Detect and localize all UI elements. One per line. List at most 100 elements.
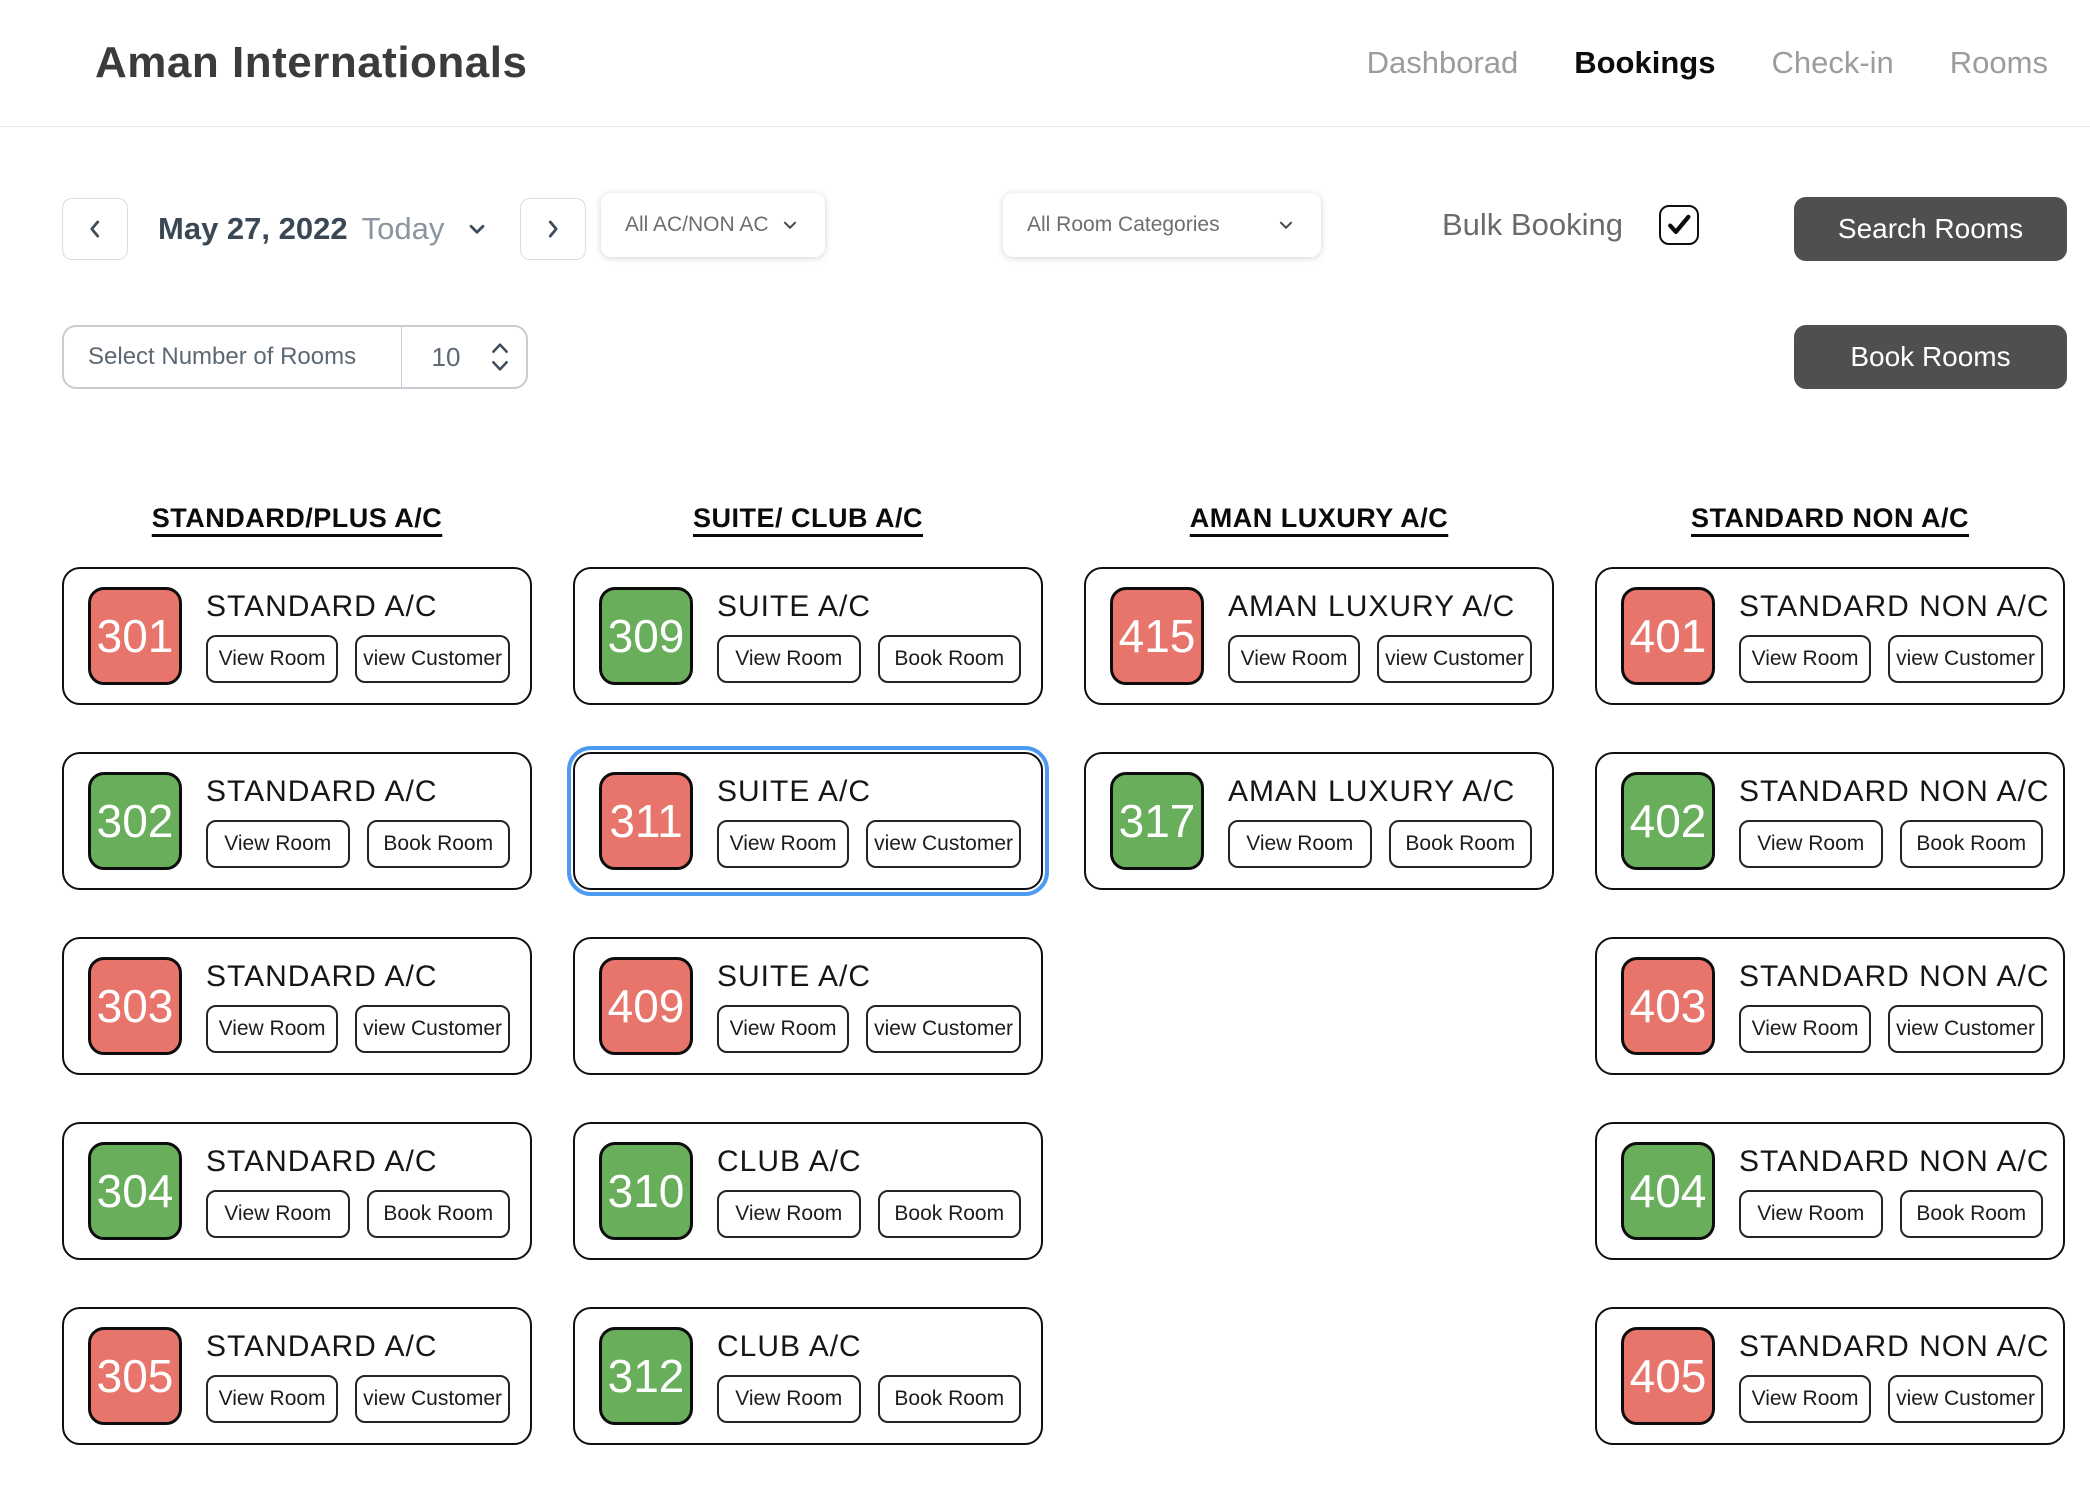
category-column: STANDARD/PLUS A/C 301 STANDARD A/C View Roo… (62, 457, 532, 1492)
room-card-actions: View Room view Customer (1739, 634, 2043, 683)
app-header: Aman Internationals Dashborad Bookings C… (0, 0, 2090, 127)
room-type-label: STANDARD NON A/C (1739, 774, 2050, 808)
book-room-button[interactable]: Book Room (877, 1189, 1021, 1238)
room-type-label: SUITE A/C (717, 774, 872, 808)
view-room-button[interactable]: View Room (717, 819, 850, 868)
view-room-button[interactable]: View Room (206, 1004, 339, 1053)
room-type-label: AMAN LUXURY A/C (1228, 589, 1516, 623)
room-card-311: 311 SUITE A/C View Room view Customer (567, 746, 1049, 896)
room-category-dropdown[interactable]: All Room Categories (1003, 193, 1321, 257)
view-room-button[interactable]: View Room (1228, 634, 1361, 683)
category-column: AMAN LUXURY A/C 415 AMAN LUXURY A/C View Ro… (1084, 457, 1554, 1492)
search-rooms-button[interactable]: Search Rooms (1794, 197, 2067, 261)
chevron-right-icon (540, 216, 566, 242)
room-card-body: STANDARD NON A/C View Room view Customer (1739, 590, 2048, 683)
nav-dashboard[interactable]: Dashborad (1366, 45, 1519, 80)
view-room-button[interactable]: View Room (206, 1189, 350, 1238)
room-card-303: 303 STANDARD A/C View Room view Customer (62, 937, 532, 1075)
rooms-count-input[interactable]: Select Number of Rooms 10 (62, 325, 528, 389)
room-card-actions: View Room Book Room (1739, 1189, 2043, 1238)
view-room-button[interactable]: View Room (206, 819, 350, 868)
room-card-actions: View Room view Customer (206, 1374, 510, 1423)
room-number-badge: 311 (599, 772, 693, 870)
bulk-booking-checkbox[interactable] (1658, 205, 1699, 245)
view-customer-button[interactable]: view Customer (355, 634, 510, 683)
rooms-count-label: Select Number of Rooms (88, 343, 357, 370)
room-card-body: STANDARD A/C View Room view Customer (206, 960, 510, 1053)
ac-filter-value: All AC/NON AC (625, 213, 769, 236)
room-card-body: STANDARD NON A/C View Room view Customer (1739, 960, 2048, 1053)
view-room-button[interactable]: View Room (717, 634, 861, 683)
next-day-button[interactable] (520, 198, 587, 260)
view-customer-button[interactable]: view Customer (1888, 1004, 2043, 1053)
nav-check-in[interactable]: Check-in (1771, 45, 1894, 80)
view-room-button[interactable]: View Room (1739, 1374, 1872, 1423)
nav-rooms[interactable]: Rooms (1949, 45, 2048, 80)
view-room-button[interactable]: View Room (206, 634, 339, 683)
room-number-badge: 404 (1621, 1142, 1715, 1240)
room-card-302: 302 STANDARD A/C View Room Book Room (62, 752, 532, 890)
category-title: STANDARD NON A/C (1691, 503, 1969, 533)
today-label: Today (361, 211, 445, 246)
room-card-body: SUITE A/C View Room view Customer (717, 775, 1021, 868)
view-customer-button[interactable]: view Customer (355, 1004, 510, 1053)
bulk-booking-label: Bulk Booking (1442, 207, 1623, 242)
book-room-button[interactable]: Book Room (366, 1189, 510, 1238)
rooms-count-value: 10 (431, 341, 461, 372)
room-card-actions: View Room Book Room (717, 1374, 1021, 1423)
room-card-body: STANDARD A/C View Room view Customer (206, 590, 510, 683)
view-room-button[interactable]: View Room (717, 1189, 861, 1238)
view-customer-button[interactable]: view Customer (866, 1004, 1021, 1053)
room-type-label: STANDARD NON A/C (1739, 1329, 2050, 1363)
room-card-body: CLUB A/C View Room Book Room (717, 1145, 1021, 1238)
room-card-actions: View Room Book Room (717, 634, 1021, 683)
room-number-badge: 309 (599, 587, 693, 685)
room-card-actions: View Room view Customer (206, 634, 510, 683)
divider (401, 327, 402, 387)
view-room-button[interactable]: View Room (1739, 1004, 1872, 1053)
room-number-badge: 304 (88, 1142, 182, 1240)
room-card-body: AMAN LUXURY A/C View Room view Customer (1228, 590, 1532, 683)
view-room-button[interactable]: View Room (1228, 819, 1372, 868)
room-card-actions: View Room view Customer (1228, 634, 1532, 683)
check-icon (1664, 210, 1694, 240)
filters-bar: May 27, 2022 Today All AC/NON AC All Roo… (0, 127, 2090, 457)
view-room-button[interactable]: View Room (717, 1374, 861, 1423)
category-title: AMAN LUXURY A/C (1189, 503, 1449, 533)
rooms-count-stepper[interactable] (490, 342, 526, 372)
view-customer-button[interactable]: view Customer (355, 1374, 510, 1423)
book-room-button[interactable]: Book Room (366, 819, 510, 868)
room-number-badge: 415 (1110, 587, 1204, 685)
view-room-button[interactable]: View Room (1739, 819, 1883, 868)
book-room-button[interactable]: Book Room (877, 634, 1021, 683)
chevron-down-icon (464, 216, 490, 242)
room-card-actions: View Room view Customer (717, 819, 1021, 868)
room-card-body: SUITE A/C View Room view Customer (717, 960, 1021, 1053)
book-room-button[interactable]: Book Room (1388, 819, 1532, 868)
book-room-button[interactable]: Book Room (1899, 819, 2043, 868)
room-card-304: 304 STANDARD A/C View Room Book Room (62, 1122, 532, 1260)
room-card-401: 401 STANDARD NON A/C View Room view Custome… (1595, 567, 2065, 705)
room-grid: STANDARD/PLUS A/C 301 STANDARD A/C View Roo… (62, 457, 2065, 1492)
book-rooms-button[interactable]: Book Rooms (1794, 325, 2067, 389)
view-customer-button[interactable]: view Customer (1888, 634, 2043, 683)
view-room-button[interactable]: View Room (206, 1374, 339, 1423)
prev-day-button[interactable] (62, 198, 128, 260)
room-card-309: 309 SUITE A/C View Room Book Room (573, 567, 1043, 705)
view-room-button[interactable]: View Room (717, 1004, 850, 1053)
view-room-button[interactable]: View Room (1739, 634, 1872, 683)
room-type-label: STANDARD A/C (206, 1329, 438, 1363)
view-customer-button[interactable]: view Customer (1888, 1374, 2043, 1423)
room-number-badge: 302 (88, 772, 182, 870)
room-number-badge: 405 (1621, 1327, 1715, 1425)
room-number-badge: 409 (599, 957, 693, 1055)
view-room-button[interactable]: View Room (1739, 1189, 1883, 1238)
view-customer-button[interactable]: view Customer (1377, 634, 1532, 683)
date-dropdown[interactable]: May 27, 2022 Today (158, 211, 490, 247)
book-room-button[interactable]: Book Room (1899, 1189, 2043, 1238)
book-room-button[interactable]: Book Room (877, 1374, 1021, 1423)
ac-filter-dropdown[interactable]: All AC/NON AC (601, 193, 825, 257)
nav-bookings[interactable]: Bookings (1574, 45, 1716, 80)
view-customer-button[interactable]: view Customer (866, 819, 1021, 868)
room-card-body: STANDARD A/C View Room Book Room (206, 775, 510, 868)
